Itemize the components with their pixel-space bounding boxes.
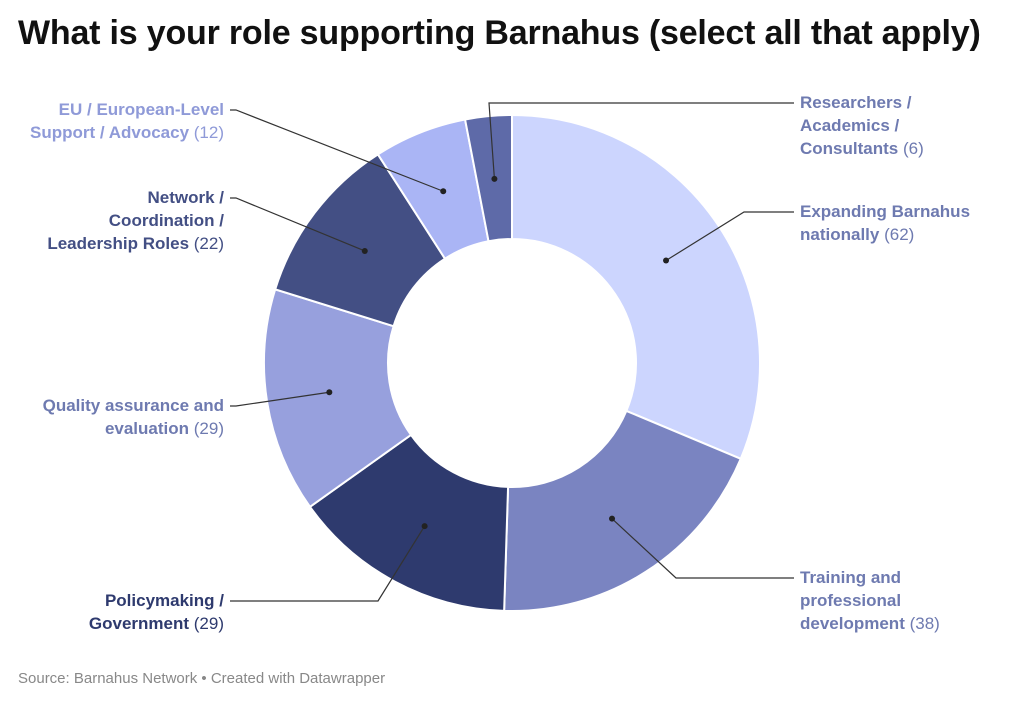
slice-label-text: professional: [800, 591, 902, 610]
slice-label-text: Policymaking /: [104, 591, 224, 610]
label-connector: [611, 518, 794, 579]
slice-label: EU / European-Level Support / Advocacy (1…: [20, 98, 224, 144]
slice-label-text: Leadership Roles: [47, 234, 190, 253]
slice-label-text: development: [800, 614, 905, 633]
slice-label-value: (29): [189, 419, 224, 438]
slice-label-line: nationally (62): [800, 223, 1000, 246]
slice-label-text: Expanding Barnahus: [800, 202, 971, 221]
slice-label-line: Expanding Barnahus: [800, 200, 1000, 223]
connector-dot: [491, 175, 498, 182]
slice-label-line: Network /: [20, 186, 224, 209]
slice-label-line: Support / Advocacy (12): [20, 121, 224, 144]
label-connector: [230, 525, 426, 602]
donut-slice: [511, 113, 761, 461]
slice-label-text: Academics /: [800, 116, 900, 135]
connector-dot: [663, 257, 670, 264]
label-connector: [230, 391, 330, 407]
slice-label: Quality assurance and evaluation (29): [20, 394, 224, 440]
slice-label: Network / Coordination / Leadership Roles …: [20, 186, 224, 255]
label-connector: [488, 102, 794, 179]
connector-dot: [609, 515, 616, 522]
donut-slice: [503, 409, 743, 612]
slice-label-text: Coordination /: [108, 211, 224, 230]
slice-label-text: Training and: [800, 568, 902, 587]
slice-label-line: Training and: [800, 566, 1000, 589]
connector-dot: [361, 247, 368, 254]
slice-label-text: Network /: [147, 188, 224, 207]
slice-label-line: Academics /: [800, 114, 1000, 137]
slice-label-text: nationally: [800, 225, 880, 244]
slice-label-value: (22): [189, 234, 224, 253]
slice-label-text: evaluation: [104, 419, 190, 438]
donut-slice: [263, 288, 413, 509]
slice-label-line: development (38): [800, 612, 1000, 635]
slice-label-line: professional: [800, 589, 1000, 612]
slice-label-line: Quality assurance and: [20, 394, 224, 417]
slice-label-text: EU / European-Level: [58, 100, 224, 119]
slice-label-line: Consultants (6): [800, 137, 1000, 160]
slice-label-line: Leadership Roles (22): [20, 232, 224, 255]
slice-label-line: Researchers /: [800, 91, 1000, 114]
source-footer: Source: Barnahus Network • Created with …: [18, 670, 386, 687]
slice-label-value: (6): [898, 139, 924, 158]
slice-label-value: (62): [879, 225, 915, 244]
donut-slice: [463, 113, 513, 243]
slice-label-line: Policymaking /: [20, 589, 224, 612]
label-connector: [665, 211, 794, 262]
slice-label: Policymaking / Government (29): [20, 589, 224, 635]
label-connector: [230, 109, 444, 192]
slice-label-value: (29): [189, 614, 224, 633]
label-connector: [230, 197, 366, 252]
slice-label-text: Consultants: [800, 139, 899, 158]
slice-label-line: EU / European-Level: [20, 98, 224, 121]
connector-dot: [440, 188, 447, 195]
slice-label: Training and professional development (38): [800, 566, 1000, 635]
chart-title: What is your role supporting Barnahus (s…: [18, 14, 981, 52]
slice-label-text: Quality assurance and: [42, 396, 224, 415]
slice-label-value: (12): [189, 123, 224, 142]
slice-label-line: Coordination /: [20, 209, 224, 232]
slice-label: Researchers / Academics / Consultants (6): [800, 91, 1000, 160]
slice-label-text: Government: [88, 614, 190, 633]
connector-dot: [421, 523, 428, 530]
slice-label-line: Government (29): [20, 612, 224, 635]
slice-label-line: evaluation (29): [20, 417, 224, 440]
connector-dot: [326, 389, 333, 396]
slice-label-text: Support / Advocacy: [30, 123, 190, 142]
slice-label-value: (38): [904, 614, 940, 633]
slice-label-text: Researchers /: [800, 93, 912, 112]
slice-label: Expanding Barnahus nationally (62): [800, 200, 1000, 246]
donut-slice: [308, 433, 510, 612]
